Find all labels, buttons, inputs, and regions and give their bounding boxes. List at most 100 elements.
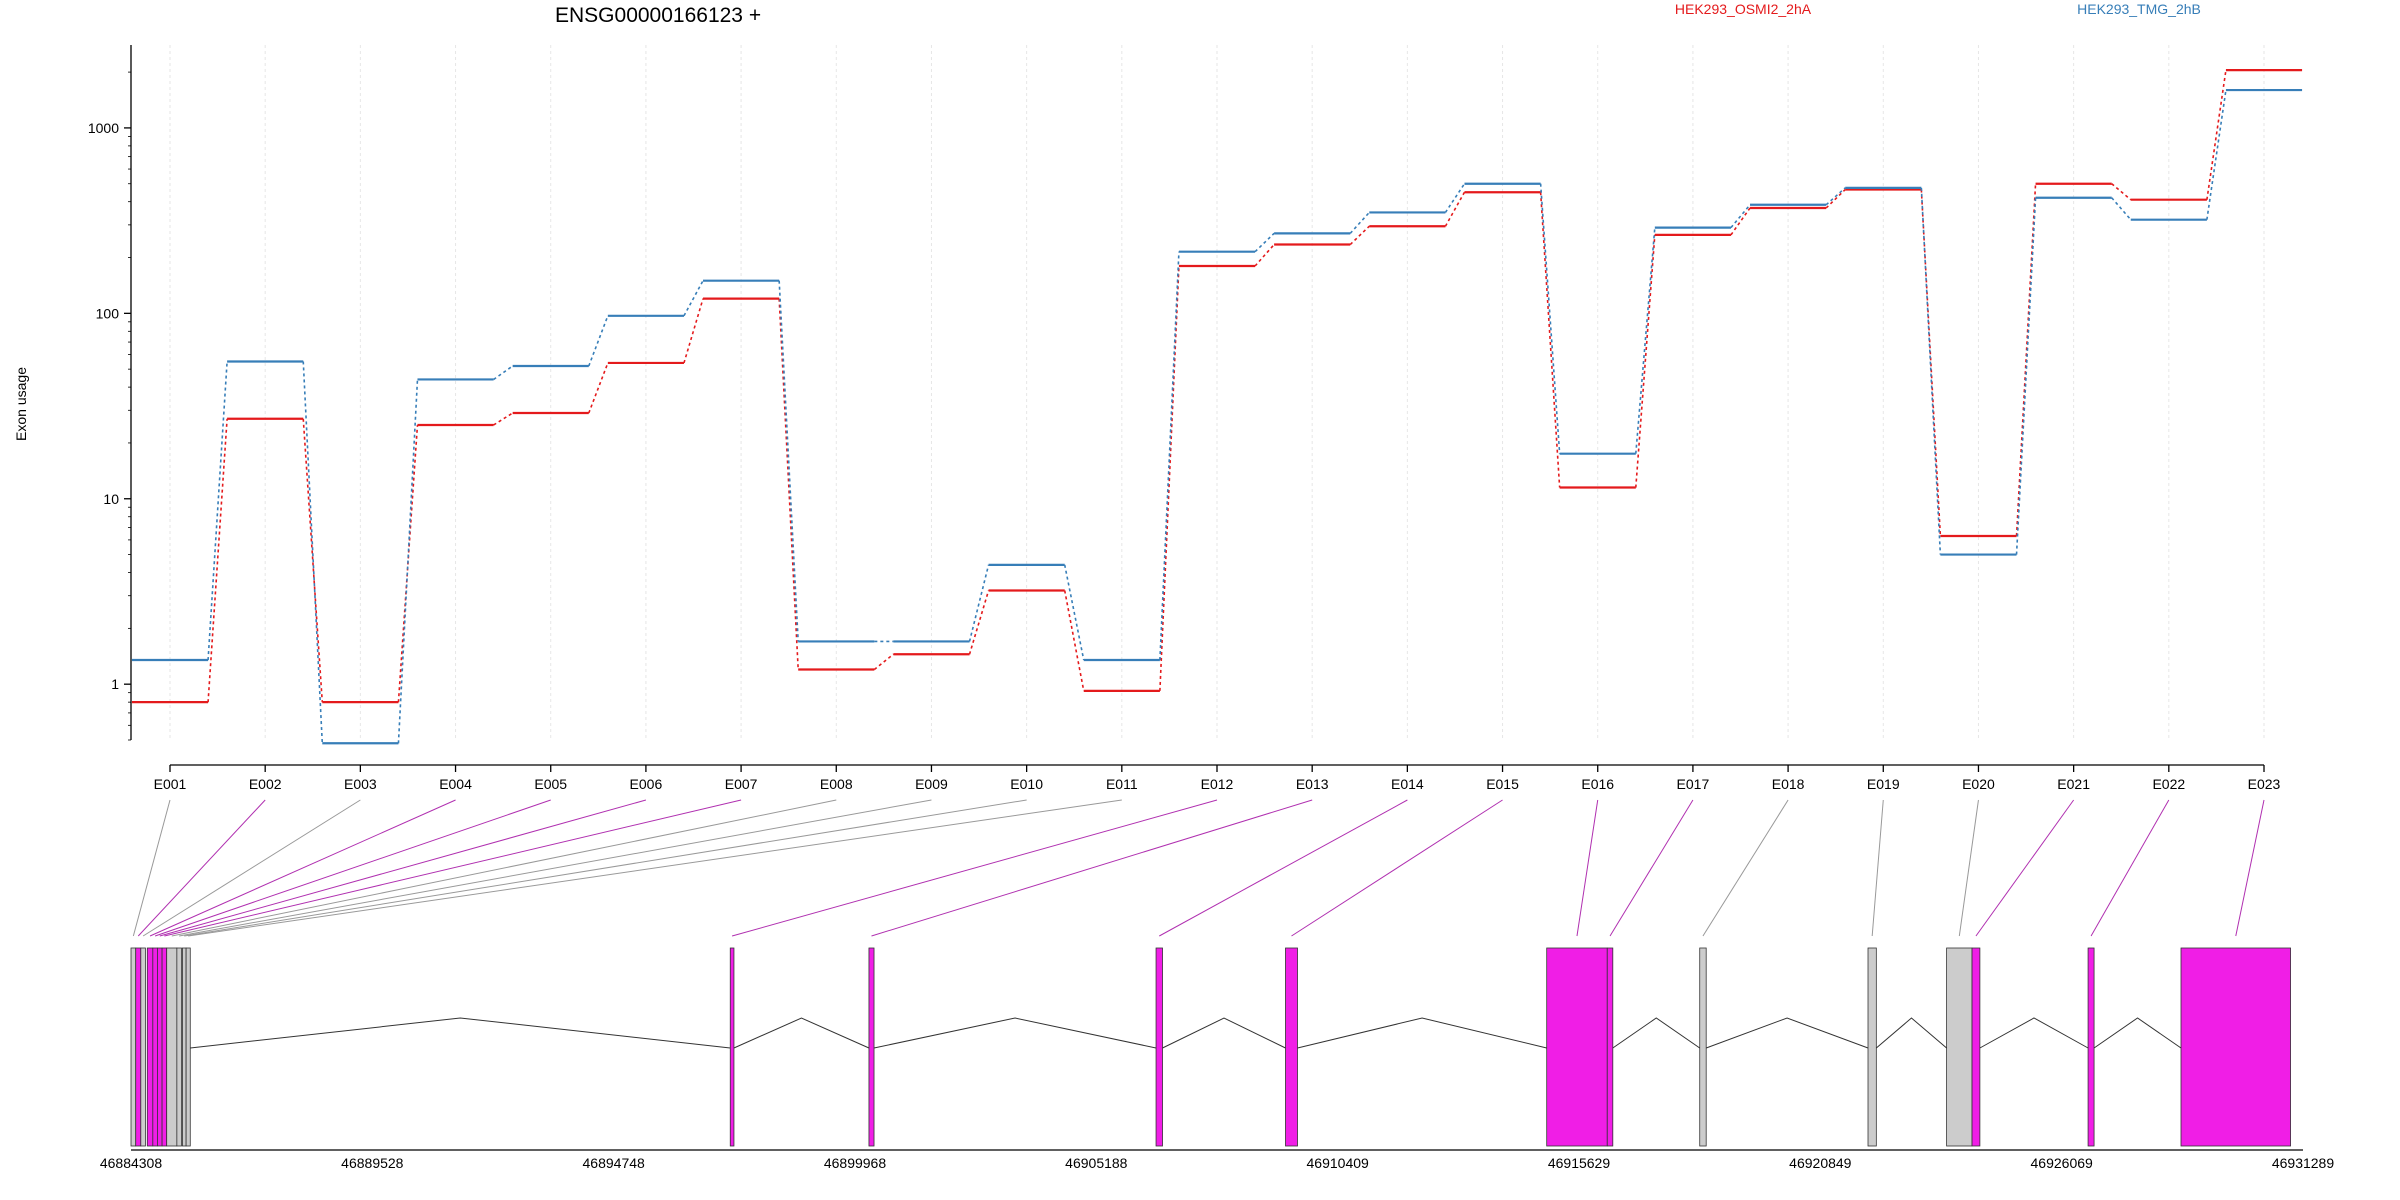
exon-box-E022: [2087, 947, 2095, 1147]
series-2-connector: [2015, 197, 2037, 555]
exon-box-E021: [1971, 947, 1981, 1147]
grid: [169, 45, 2265, 740]
intron-line: [190, 1017, 731, 1049]
legend-entry-series-1: HEK293_OSMI2_2hA: [1675, 1, 1812, 17]
series-1-connector: [397, 424, 419, 703]
exon-connector-lines: [132, 799, 2265, 937]
series-2-connector: [778, 280, 799, 642]
exon-box-E003: [140, 947, 146, 1147]
series-2-connector: [207, 361, 228, 661]
coordinate-label-46905188: 46905188: [1065, 1155, 1128, 1171]
exon-label-E012: E012: [1201, 776, 1234, 792]
series-1: [131, 69, 2303, 704]
exon-box-E001: [130, 947, 137, 1147]
exon-box-E018: [1699, 947, 1707, 1147]
series-2-connector: [1635, 227, 1656, 454]
series-2: [131, 88, 2303, 745]
exon-label-E013: E013: [1296, 776, 1329, 792]
series-1-connector: [588, 362, 609, 414]
series-1-connector: [207, 418, 228, 703]
series-1-connector: [873, 653, 894, 671]
gene-model: 46884308 46889528 46894748 46899968 46905188…: [100, 947, 2334, 1171]
series-1-connector: [2206, 69, 2227, 200]
exon-label-E004: E004: [439, 776, 472, 792]
exon-box-E015: [1285, 947, 1298, 1147]
coordinate-label-46926069: 46926069: [2031, 1155, 2094, 1171]
series-1-connector: [493, 412, 514, 426]
series-2-connector: [968, 564, 990, 642]
series-1-connector: [1254, 244, 1275, 267]
intron-line: [873, 1017, 1157, 1049]
coordinate-label-46884308: 46884308: [100, 1155, 163, 1171]
exon-label-E016: E016: [1581, 776, 1614, 792]
exon-box-E006: [157, 947, 163, 1147]
series-2-connector: [588, 315, 609, 367]
connector-E006: [159, 799, 647, 937]
coordinate-label-46889528: 46889528: [341, 1155, 404, 1171]
series-2-connector: [397, 379, 419, 744]
connector-E012: [731, 799, 1218, 937]
exon-label-E005: E005: [534, 776, 567, 792]
series-2-connector: [302, 361, 324, 744]
connector-E021: [1975, 799, 2075, 937]
y-tick-label-1: 1: [111, 676, 119, 692]
connector-E015: [1291, 799, 1503, 937]
coordinate-label-46894748: 46894748: [583, 1155, 646, 1171]
series-2-connector: [1349, 211, 1370, 234]
exon-label-E023: E023: [2248, 776, 2281, 792]
exon-label-E015: E015: [1486, 776, 1519, 792]
series-2-connector: [2206, 89, 2227, 220]
connector-E019: [1871, 799, 1884, 937]
series-2-connector: [1825, 187, 1846, 206]
exon-box-E017: [1606, 947, 1614, 1147]
series-1-connector: [968, 590, 990, 655]
exon-label-E010: E010: [1010, 776, 1043, 792]
connector-E016: [1576, 799, 1599, 937]
connector-E008: [171, 799, 837, 937]
connector-E014: [1159, 799, 1408, 937]
exon-label-E009: E009: [915, 776, 948, 792]
exon-label-E014: E014: [1391, 776, 1424, 792]
exon-box-E009: [176, 947, 182, 1147]
exon-label-E017: E017: [1677, 776, 1710, 792]
series-1-connector: [1159, 265, 1180, 691]
coordinate-label-46915629: 46915629: [1548, 1155, 1611, 1171]
series-2-connector: [1063, 564, 1085, 661]
exon-label-E021: E021: [2057, 776, 2090, 792]
connector-E022: [2090, 799, 2170, 937]
connector-E007: [164, 799, 742, 937]
exon-label-E006: E006: [630, 776, 663, 792]
y-axis-label: Exon usage: [13, 367, 29, 441]
exon-box-E023: [2180, 947, 2291, 1147]
series-lines: [131, 69, 2303, 745]
exon-label-E001: E001: [154, 776, 187, 792]
connector-E004: [149, 799, 456, 937]
series-1-connector: [1730, 207, 1751, 236]
exon-label-E008: E008: [820, 776, 853, 792]
connector-E018: [1702, 799, 1789, 937]
connector-E005: [154, 799, 551, 937]
y-tick-label-1000: 1000: [88, 120, 119, 136]
connector-E017: [1609, 799, 1694, 937]
exon-box-E011: [185, 947, 191, 1147]
exon-box-E008: [166, 947, 178, 1147]
axes: 1 10 100 1000 E001 E002 E003 E004 E005 E006 E007 E0…: [88, 45, 2281, 792]
intron-line: [1979, 1017, 2089, 1049]
exon-label-E018: E018: [1772, 776, 1805, 792]
series-1-connector: [1635, 234, 1656, 488]
connector-E002: [137, 799, 266, 937]
series-1-connector: [1349, 225, 1370, 246]
series-1-connector: [302, 418, 324, 703]
intron-line: [1297, 1017, 1547, 1049]
coordinate-label-46920849: 46920849: [1789, 1155, 1852, 1171]
exon-box-E002: [135, 947, 142, 1147]
chart-title: ENSG00000166123 +: [555, 4, 761, 27]
coordinate-label-46910409: 46910409: [1307, 1155, 1370, 1171]
exon-label-E019: E019: [1867, 776, 1900, 792]
exon-box-E013: [868, 947, 875, 1147]
series-1-connector: [1444, 191, 1466, 227]
series-1-connector: [1539, 192, 1561, 488]
series-2-connector: [493, 365, 514, 381]
exon-label-E007: E007: [725, 776, 758, 792]
